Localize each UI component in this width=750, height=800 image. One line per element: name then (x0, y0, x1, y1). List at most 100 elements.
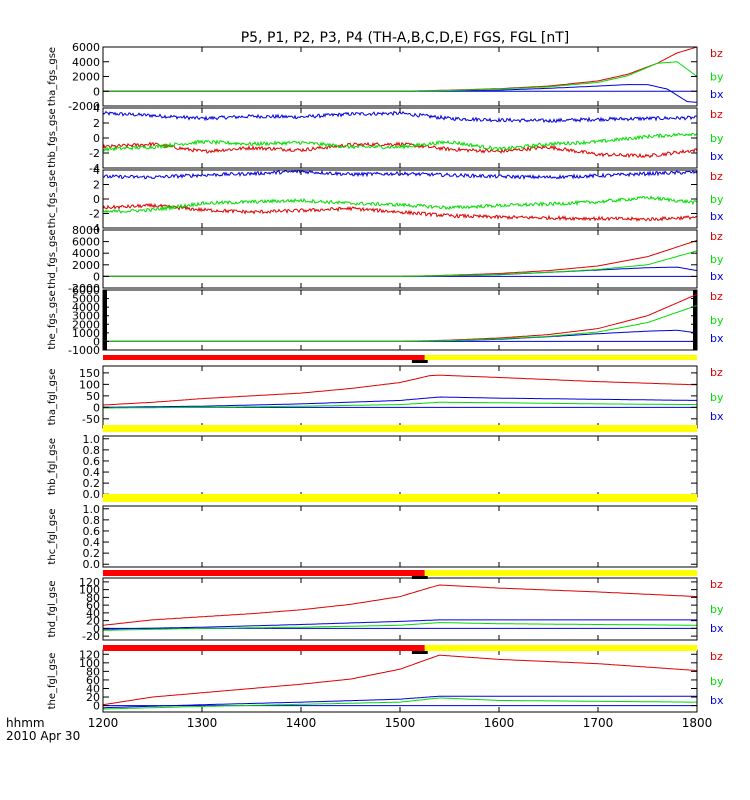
x-axis-label-hhmm: hhmm (6, 716, 45, 730)
y-tick-label: 0 (93, 622, 100, 635)
y-tick-label: -2000 (68, 282, 100, 295)
y-tick-label: 1.0 (83, 433, 101, 446)
y-tick-label: 0.4 (83, 536, 101, 549)
legend-bx: bx (710, 270, 724, 283)
series-bz (103, 47, 697, 92)
legend-bz: bz (710, 230, 723, 243)
legend-bz: bz (710, 108, 723, 121)
x-tick-label: 1800 (682, 716, 713, 730)
y-tick-label: 0.2 (83, 477, 101, 490)
panel-frame (102, 107, 698, 169)
mode-bar (103, 645, 697, 654)
legend-by: by (710, 391, 724, 404)
y-axis-label: thd_fgl_gse (47, 581, 58, 638)
panel-frame (102, 229, 698, 289)
mode-bar-segment-yellow (424, 645, 697, 651)
y-axis-label: thb_fgl_gse (47, 438, 58, 495)
mode-bars-group (103, 355, 697, 654)
y-tick-label: 2 (93, 117, 100, 130)
series-by (103, 61, 697, 92)
y-tick-label: 0 (93, 335, 100, 348)
y-tick-label: 0 (93, 401, 100, 414)
y-tick-label: 100 (79, 584, 100, 597)
mode-bar (103, 425, 697, 432)
y-tick-label: 40 (86, 607, 100, 620)
y-tick-label: 150 (79, 367, 100, 380)
y-tick-label: -4 (89, 222, 100, 235)
y-tick-label: 0.0 (83, 488, 101, 501)
y-tick-label: 6000 (72, 236, 100, 249)
y-tick-label: 100 (79, 657, 100, 670)
y-tick-label: -50 (82, 413, 100, 426)
legend-by: by (710, 675, 724, 688)
y-tick-label: 20 (86, 615, 100, 628)
legend-by: by (710, 193, 724, 206)
panel-frame (102, 577, 698, 641)
y-tick-label: 6000 (72, 284, 100, 297)
y-tick-label: 0.2 (83, 547, 101, 560)
y-tick-label: 0.8 (83, 514, 101, 527)
panel-frame (102, 505, 698, 568)
series-by (103, 132, 697, 153)
y-tick-label: 60 (86, 674, 100, 687)
legend-by: by (710, 71, 724, 84)
y-tick-label: -2000 (68, 100, 100, 113)
y-tick-label: -2 (89, 147, 100, 160)
y-tick-label: 0.4 (83, 466, 101, 479)
legend-bz: bz (710, 47, 723, 60)
legend-bx: bx (710, 88, 724, 101)
series-by (103, 304, 697, 342)
y-axis-label: thc_fgl_gse (47, 508, 58, 564)
legend-bx: bx (710, 694, 724, 707)
y-tick-label: -2 (89, 208, 100, 221)
series-bx (103, 619, 697, 630)
y-tick-label: 80 (86, 591, 100, 604)
y-tick-label: 4000 (72, 301, 100, 314)
legend-bx: bx (710, 622, 724, 635)
edge-bar-left (103, 290, 107, 350)
y-tick-label: 120 (79, 648, 100, 661)
panel-frame (102, 46, 698, 107)
mode-bar-segment-red (103, 645, 425, 651)
y-tick-label: 120 (79, 576, 100, 589)
series-bx (103, 110, 697, 124)
y-tick-label: 8000 (72, 224, 100, 237)
y-tick-label: 3000 (72, 310, 100, 323)
mode-bar-marker (411, 360, 428, 363)
series-by (103, 622, 697, 631)
y-axis-label: the_fgl_gse (47, 653, 58, 710)
y-axis-label: thb_fgs_gse (47, 108, 58, 167)
y-tick-label: 0 (93, 193, 100, 206)
legend-bz: bz (710, 290, 723, 303)
y-tick-label: 1000 (72, 327, 100, 340)
y-tick-label: 100 (79, 378, 100, 391)
mode-bar (103, 355, 697, 363)
legend-by: by (710, 314, 724, 327)
y-tick-label: 80 (86, 665, 100, 678)
x-tick-label: 1400 (286, 716, 317, 730)
y-tick-label: 0 (93, 700, 100, 713)
panel-frame (102, 365, 698, 429)
series-bz (103, 239, 697, 277)
legend-by: by (710, 253, 724, 266)
y-tick-label: 0.6 (83, 525, 101, 538)
x-tick-label: 1500 (385, 716, 416, 730)
legend-bz: bz (710, 578, 723, 591)
series-bz (103, 374, 697, 406)
y-tick-label: 40 (86, 682, 100, 695)
y-tick-label: 4000 (72, 56, 100, 69)
series-bz (103, 202, 697, 222)
y-tick-label: 20 (86, 691, 100, 704)
y-tick-label: -4 (89, 162, 100, 175)
legend-by: by (710, 603, 724, 616)
y-tick-label: 2000 (72, 259, 100, 272)
panel-frame (102, 649, 698, 713)
mode-bar-segment-yellow (424, 355, 697, 360)
x-tick-label: 1600 (484, 716, 515, 730)
y-tick-label: 2000 (72, 71, 100, 84)
